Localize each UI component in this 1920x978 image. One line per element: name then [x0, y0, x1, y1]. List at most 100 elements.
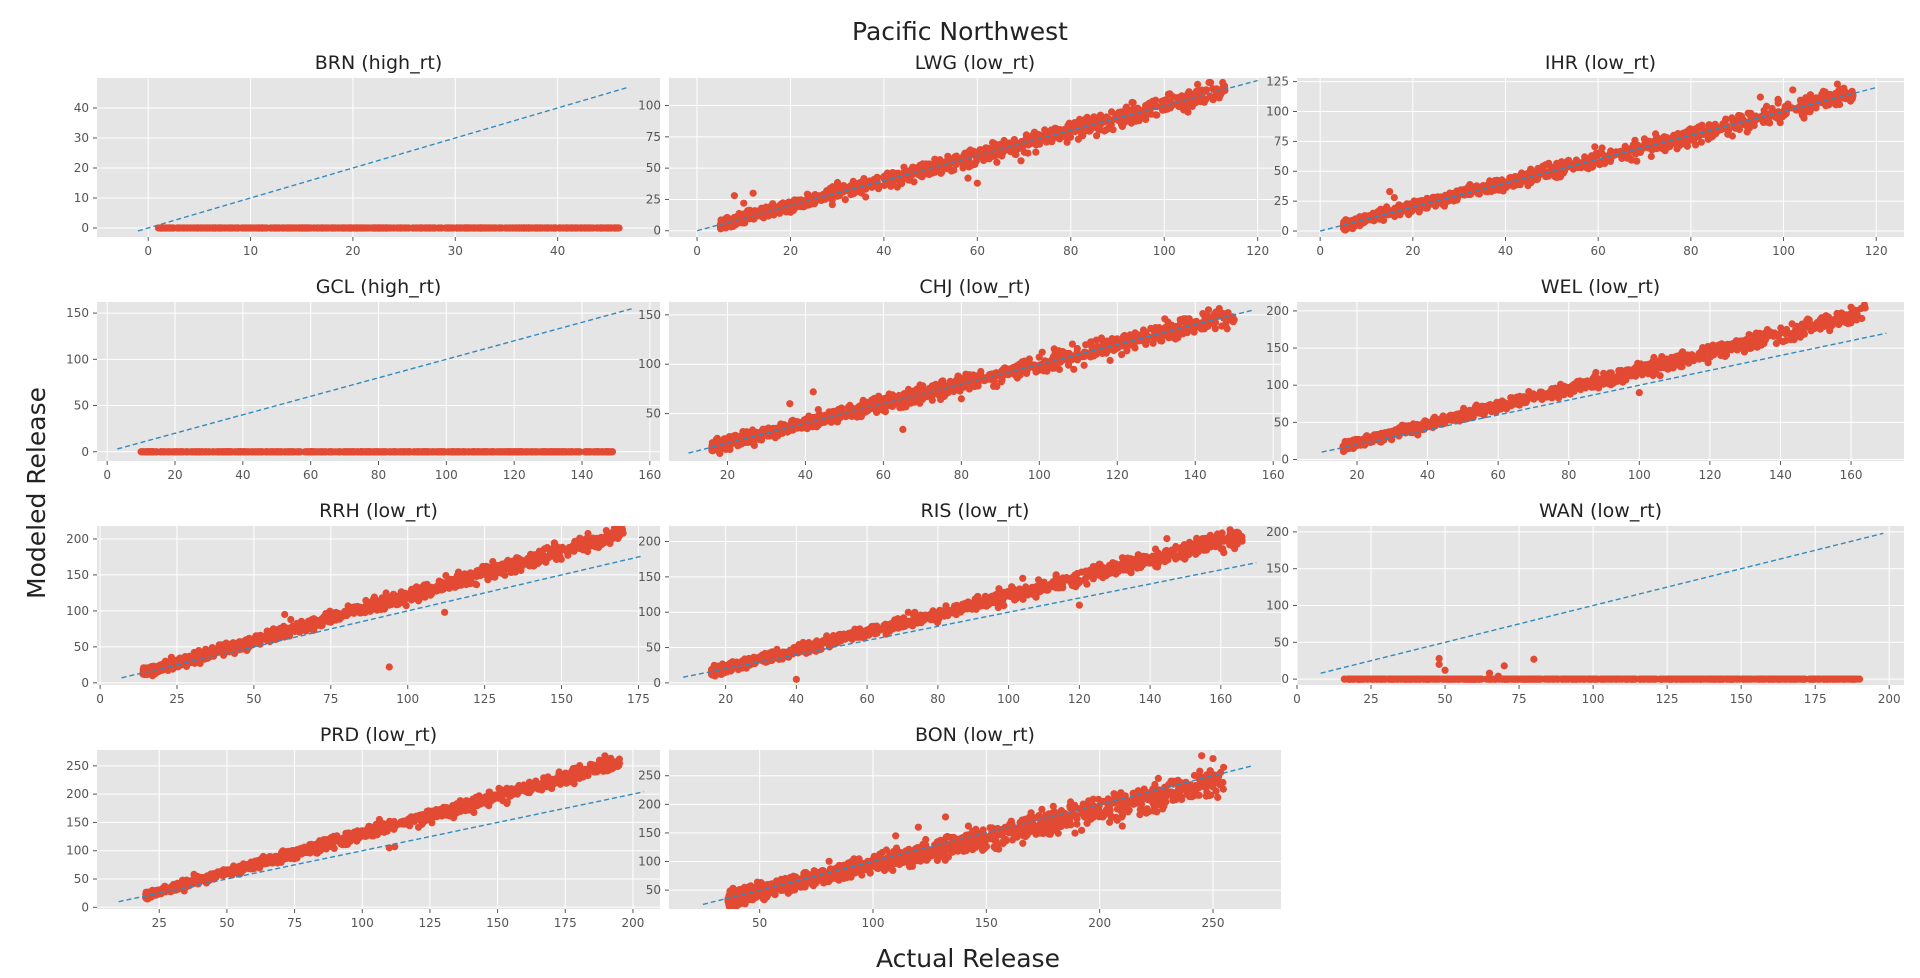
- scatter-point: [1119, 336, 1127, 344]
- scatter-point: [918, 173, 926, 181]
- scatter-point: [615, 224, 623, 232]
- scatter-point: [490, 448, 498, 456]
- scatter-point: [1032, 148, 1040, 156]
- y-tick-label: 40: [74, 101, 89, 115]
- scatter-point: [749, 189, 757, 197]
- scatter-point: [1379, 216, 1388, 224]
- scatter-point: [999, 365, 1008, 373]
- y-tick-label: 75: [1274, 134, 1289, 148]
- scatter-point: [787, 205, 795, 213]
- subplot-wel: WEL (low_rt)20 40 60 80 100 120 140 16005010015…: [1266, 276, 1904, 482]
- scatter-point: [370, 448, 378, 456]
- scatter-point: [928, 396, 936, 404]
- scatter-point: [1784, 100, 1792, 108]
- y-tick-label: 50: [74, 399, 89, 413]
- scatter-point: [998, 376, 1006, 384]
- scatter-point: [234, 224, 242, 232]
- scatter-point: [1091, 350, 1099, 358]
- scatter-point: [1647, 152, 1655, 161]
- scatter-point: [1219, 78, 1227, 87]
- scatter-point: [1199, 310, 1207, 318]
- scatter-point: [296, 448, 304, 456]
- scatter-point: [1098, 336, 1106, 344]
- scatter-point: [370, 224, 378, 232]
- y-tick-label: 100: [1266, 378, 1289, 392]
- x-tick-label: 20: [1349, 468, 1364, 482]
- scatter-point: [608, 448, 617, 456]
- data-points: [154, 224, 623, 232]
- scatter-point: [1697, 138, 1705, 146]
- subplot-title: CHJ (low_rt): [919, 276, 1030, 298]
- scatter-point: [900, 163, 908, 171]
- y-tick-label: 75: [646, 130, 661, 144]
- scatter-point: [743, 432, 751, 440]
- y-tick-label: 30: [74, 131, 89, 145]
- scatter-point: [203, 224, 211, 232]
- scatter-point: [918, 393, 926, 401]
- scatter-point: [1205, 78, 1213, 87]
- x-tick-label: 120: [1698, 468, 1721, 482]
- scatter-point: [1188, 102, 1196, 110]
- scatter-point: [993, 158, 1001, 166]
- y-tick-label: 150: [638, 308, 661, 322]
- scatter-point: [823, 187, 831, 195]
- scatter-point: [977, 367, 985, 376]
- scatter-point: [1772, 339, 1780, 347]
- scatter-point: [420, 448, 428, 456]
- scatter-point: [725, 433, 733, 441]
- scatter-point: [379, 448, 387, 456]
- x-tick-label: 20: [720, 468, 735, 482]
- scatter-point: [1219, 310, 1227, 318]
- y-tick-label: 100: [638, 99, 661, 113]
- scatter-point: [1024, 149, 1032, 157]
- scatter-point: [1230, 316, 1238, 324]
- y-tick-label: 150: [1266, 341, 1289, 355]
- x-tick-label: 80: [371, 468, 386, 482]
- scatter-point: [855, 407, 863, 415]
- scatter-point: [1083, 125, 1091, 133]
- scatter-point: [1179, 330, 1187, 338]
- scatter-point: [1128, 98, 1136, 107]
- scatter-point: [947, 167, 956, 175]
- y-tick-label: 100: [1266, 104, 1289, 118]
- scatter-point: [1458, 187, 1466, 195]
- scatter-point: [434, 448, 442, 456]
- scatter-point: [1708, 132, 1717, 141]
- x-tick-label: 40: [550, 244, 565, 258]
- x-tick-label: 80: [954, 468, 969, 482]
- scatter-point: [1569, 165, 1577, 173]
- x-tick-label: 20: [783, 244, 798, 258]
- scatter-point: [809, 388, 817, 396]
- x-tick-label: 40: [876, 244, 891, 258]
- scatter-point: [989, 139, 997, 147]
- scatter-point: [444, 224, 452, 232]
- scatter-point: [148, 448, 156, 456]
- scatter-point: [1633, 157, 1641, 165]
- scatter-point: [1572, 156, 1580, 164]
- scatter-point: [952, 385, 961, 393]
- scatter-point: [248, 448, 256, 456]
- scatter-point: [952, 160, 960, 168]
- scatter-point: [530, 448, 538, 456]
- scatter-point: [1012, 150, 1020, 159]
- scatter-point: [1779, 338, 1787, 346]
- scatter-point: [237, 448, 245, 456]
- scatter-point: [1074, 135, 1082, 143]
- scatter-point: [1034, 130, 1043, 139]
- scatter-point: [565, 448, 574, 456]
- scatter-point: [1088, 343, 1096, 351]
- x-tick-label: 100: [435, 468, 458, 482]
- scatter-point: [980, 156, 988, 165]
- x-tick-label: 10: [243, 244, 258, 258]
- y-tick-label: 100: [66, 352, 89, 366]
- scatter-point: [1764, 116, 1772, 125]
- scatter-point: [763, 428, 772, 436]
- scatter-point: [753, 432, 761, 440]
- scatter-point: [1037, 365, 1045, 374]
- scatter-point: [1118, 351, 1126, 359]
- scatter-point: [423, 224, 431, 232]
- scatter-point: [769, 424, 777, 432]
- data-points: [716, 78, 1229, 233]
- scatter-point: [1351, 215, 1359, 223]
